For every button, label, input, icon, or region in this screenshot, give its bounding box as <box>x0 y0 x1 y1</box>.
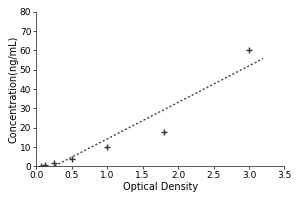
Y-axis label: Concentration(ng/mL): Concentration(ng/mL) <box>8 35 18 143</box>
X-axis label: Optical Density: Optical Density <box>123 182 198 192</box>
